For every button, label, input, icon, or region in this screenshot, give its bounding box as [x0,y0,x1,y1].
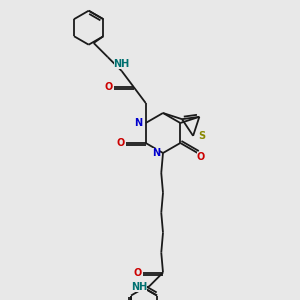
Text: O: O [134,268,142,278]
Text: S: S [198,131,205,141]
Text: O: O [117,138,125,148]
Text: N: N [152,148,160,158]
Text: NH: NH [131,281,147,292]
Text: NH: NH [114,59,130,69]
Text: N: N [135,118,143,128]
Text: O: O [196,152,205,162]
Text: O: O [105,82,113,92]
